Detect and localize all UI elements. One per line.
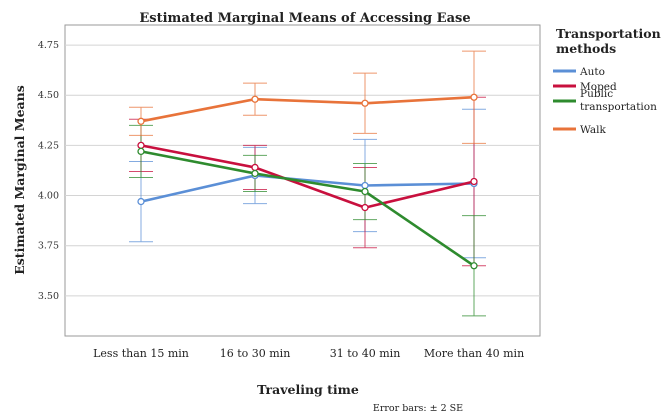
data-point-walk (361, 99, 369, 107)
legend-label: Walk (580, 124, 606, 136)
data-point-auto (361, 181, 369, 190)
y-tick-label: 3.75 (38, 241, 59, 252)
data-point-moped (470, 177, 478, 186)
data-point-public-transportation (137, 147, 145, 156)
chart-title: Estimated Marginal Means of Accessing Ea… (139, 11, 470, 26)
series-line-moped (140, 144, 475, 209)
footnote: Error bars: ± 2 SE (373, 403, 463, 414)
legend-label: Auto (579, 66, 605, 78)
data-point-walk (251, 95, 259, 103)
series-line-walk (140, 95, 475, 123)
series-line-public-transportation (140, 150, 475, 267)
y-tick-label: 4.00 (38, 191, 59, 202)
x-tick-label: More than 40 min (424, 347, 524, 360)
x-tick-label: Less than 15 min (93, 347, 189, 360)
data-point-moped (361, 203, 369, 212)
y-tick-label: 4.75 (38, 40, 59, 51)
y-tick-label: 4.50 (38, 90, 59, 101)
legend-entry-auto: Auto (553, 66, 605, 78)
data-point-walk (137, 117, 145, 125)
data-point-public-transportation (470, 262, 478, 270)
legend-label: Moped (580, 81, 617, 93)
data-point-auto (137, 197, 145, 206)
data-point-walk (470, 93, 478, 101)
legend-title: Transportation methods (556, 26, 661, 56)
y-axis-label: Estimated Marginal Means (12, 85, 27, 275)
series-line-auto (140, 174, 475, 203)
data-point-public-transportation (361, 187, 369, 196)
x-tick-label: 16 to 30 min (220, 347, 291, 360)
x-axis-label: Traveling time (257, 382, 359, 397)
data-point-moped (251, 163, 259, 172)
x-tick-label: 31 to 40 min (330, 347, 401, 360)
data-point-moped (137, 141, 145, 150)
x-tick-labels: Less than 15 min 16 to 30 min 31 to 40 min… (93, 347, 524, 360)
y-tick-labels: 3.50 3.75 4.00 4.25 4.50 4.75 (38, 40, 59, 302)
legend-entry-walk: Walk (553, 124, 606, 136)
data-point-public-transportation (251, 169, 259, 178)
y-tick-label: 3.50 (38, 291, 59, 302)
series-lines (140, 95, 475, 267)
legend-entry-public-transportation: Public transportation (553, 88, 657, 113)
legend-entry-moped: Moped (553, 81, 617, 93)
series-markers (137, 93, 478, 270)
y-tick-label: 4.25 (38, 140, 59, 151)
legend-label: Public transportation (580, 88, 657, 113)
grid-lines (65, 44, 540, 297)
